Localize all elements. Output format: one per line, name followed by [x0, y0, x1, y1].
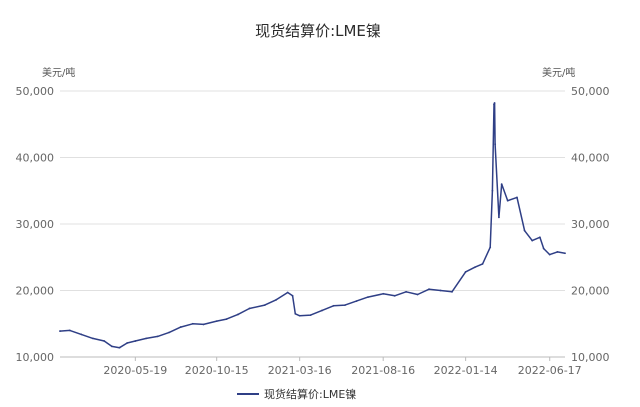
- axes: 10,000 10,000 20,000 20,000 30,000 30,000 40,0…: [16, 85, 610, 377]
- data-point: [275, 298, 278, 301]
- x-tick-label: 2022-01-14: [434, 364, 498, 377]
- data-point: [68, 329, 71, 332]
- data-point: [538, 236, 541, 239]
- y-tick-label-left: 30,000: [16, 218, 55, 231]
- chart-title: 现货结算价:LME镍: [255, 22, 381, 40]
- data-point: [103, 340, 106, 342]
- series-layer: [59, 102, 566, 349]
- data-point: [291, 294, 294, 297]
- y-tick-label-left: 10,000: [16, 351, 55, 364]
- data-point: [298, 314, 301, 317]
- x-tick-label: 2020-10-15: [185, 364, 249, 377]
- data-point: [248, 307, 251, 310]
- y-axis-unit-left: 美元/吨: [42, 66, 75, 79]
- data-point: [405, 290, 408, 293]
- y-tick-label-right: 30,000: [571, 218, 610, 231]
- data-point: [464, 270, 467, 273]
- y-tick-label-right: 20,000: [571, 285, 610, 298]
- data-point: [202, 323, 205, 326]
- data-point: [491, 189, 494, 192]
- data-point: [286, 291, 289, 294]
- x-tick-label: 2021-08-16: [351, 364, 415, 377]
- data-point: [531, 239, 534, 242]
- data-point: [489, 246, 492, 249]
- data-point: [428, 288, 430, 291]
- legend-label: 现货结算价:LME镍: [264, 387, 356, 401]
- data-point: [126, 342, 129, 344]
- series-line: [59, 102, 566, 349]
- y-tick-label-right: 40,000: [571, 152, 610, 165]
- y-axis-unit-right: 美元/吨: [542, 66, 575, 79]
- data-point: [493, 102, 496, 104]
- data-point: [451, 290, 453, 293]
- data-point: [145, 337, 148, 340]
- gridlines: [60, 90, 565, 291]
- data-point: [309, 314, 312, 317]
- data-point: [294, 312, 297, 315]
- data-point: [439, 289, 442, 292]
- data-point: [564, 252, 566, 255]
- data-point: [474, 266, 476, 269]
- y-tick-label-left: 20,000: [16, 285, 55, 298]
- data-point: [191, 322, 194, 325]
- y-tick-label-left: 50,000: [16, 85, 55, 98]
- data-point: [481, 263, 484, 265]
- data-point: [516, 196, 518, 199]
- data-point: [237, 313, 239, 316]
- data-point: [556, 251, 559, 253]
- data-point: [416, 293, 419, 296]
- data-point: [321, 309, 323, 312]
- data-point: [494, 143, 497, 146]
- data-point: [263, 304, 266, 307]
- data-point: [110, 345, 113, 348]
- y-tick-label-right: 50,000: [571, 85, 610, 98]
- data-point: [134, 340, 137, 342]
- data-point: [548, 253, 551, 256]
- data-point: [332, 304, 335, 307]
- x-tick-label: 2020-05-19: [103, 364, 167, 377]
- data-point: [225, 318, 228, 320]
- data-point: [355, 300, 358, 303]
- data-point: [500, 183, 503, 186]
- data-point: [80, 333, 83, 336]
- data-point: [91, 337, 94, 340]
- data-point: [344, 304, 346, 307]
- data-point: [179, 326, 182, 328]
- data-point: [523, 229, 526, 232]
- data-point: [393, 294, 396, 297]
- legend: 现货结算价:LME镍: [237, 387, 356, 401]
- y-tick-label-right: 10,000: [571, 351, 610, 364]
- data-point: [382, 292, 385, 295]
- data-point: [506, 199, 509, 202]
- data-point: [498, 216, 500, 219]
- data-point: [156, 335, 159, 338]
- data-point: [542, 247, 545, 250]
- data-point: [215, 320, 218, 322]
- data-point: [118, 346, 121, 349]
- y-tick-label-left: 40,000: [16, 152, 55, 165]
- data-point: [59, 330, 61, 332]
- x-tick-label: 2021-03-16: [268, 364, 332, 377]
- x-tick-label: 2022-06-17: [518, 364, 582, 377]
- data-point: [367, 296, 369, 299]
- data-point: [168, 331, 171, 334]
